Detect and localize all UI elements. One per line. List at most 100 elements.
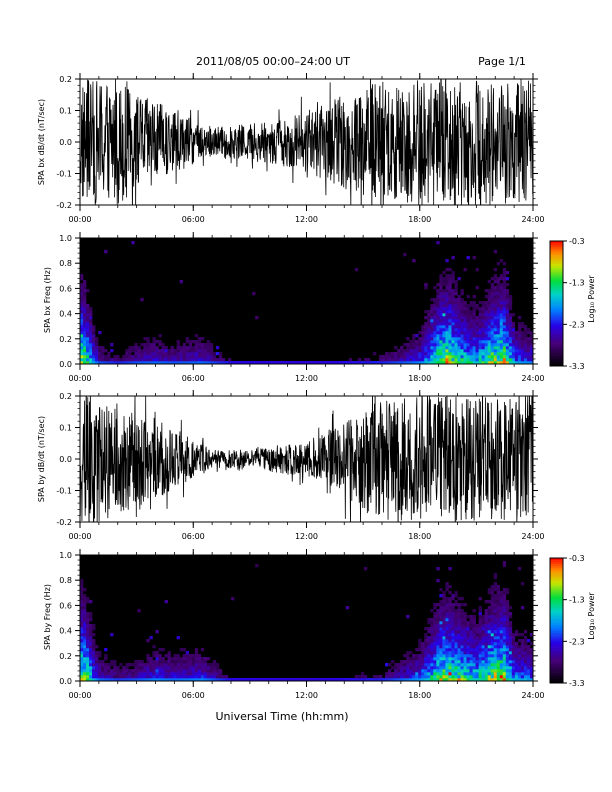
heatmap-cell xyxy=(448,645,452,649)
heatmap-cell xyxy=(517,334,522,338)
heatmap-cell xyxy=(505,277,510,281)
heatmap-cell xyxy=(451,352,455,356)
heatmap-cell xyxy=(288,678,292,681)
heatmap-cell xyxy=(176,361,180,364)
heatmap-cell xyxy=(415,648,419,652)
heatmap-cell xyxy=(128,675,132,679)
heatmap-cell xyxy=(511,645,516,649)
heatmap-cell xyxy=(478,597,482,601)
heatmap-cell xyxy=(427,334,431,338)
heatmap-cell xyxy=(499,289,504,293)
heatmap-cell xyxy=(493,660,498,664)
heatmap-cell xyxy=(487,591,492,595)
heatmap-cell xyxy=(469,313,473,317)
heatmap-cell xyxy=(403,361,407,364)
heatmap-cell xyxy=(119,361,123,364)
heatmap-cell xyxy=(279,678,283,681)
heatmap-cell xyxy=(273,361,277,364)
heatmap-cell xyxy=(83,289,87,293)
heatmap-cell xyxy=(520,651,525,655)
heatmap-cell xyxy=(170,657,174,661)
panel-bx-dbdt: SPA bx dB/dt (nT/sec) 00:00 06:00 12:00 18:… xyxy=(37,73,545,224)
heatmap-cell xyxy=(481,316,485,320)
heatmap-cell xyxy=(161,349,165,353)
heatmap-cell xyxy=(360,675,365,679)
heatmap-cell xyxy=(517,663,522,667)
heatmap-cell xyxy=(490,666,495,670)
heatmap-cell xyxy=(170,678,174,681)
heatmap-cell xyxy=(442,651,446,655)
heatmap-cell xyxy=(472,349,476,353)
heatmap-cell xyxy=(424,286,428,290)
heatmap-cell xyxy=(502,600,507,604)
heatmap-cell xyxy=(409,669,413,673)
heatmap-cell xyxy=(475,630,479,634)
heatmap-cell xyxy=(493,274,498,278)
heatmap-cell xyxy=(80,648,84,652)
heatmap-cell xyxy=(424,645,428,649)
heatmap-cell xyxy=(400,678,404,681)
heatmap-cell xyxy=(460,597,464,601)
heatmap-cell xyxy=(200,657,205,661)
heatmap-cell xyxy=(520,322,525,326)
heatmap-cell xyxy=(481,349,485,353)
heatmap-cell xyxy=(173,663,177,667)
heatmap-cell xyxy=(511,639,516,643)
heatmap-cell xyxy=(134,352,138,356)
heatmap-cell xyxy=(83,349,87,353)
heatmap-cell xyxy=(460,334,464,338)
heatmap-cell xyxy=(457,325,461,329)
heatmap-cell xyxy=(493,669,498,673)
heatmap-cell xyxy=(89,355,93,359)
heatmap-cell xyxy=(113,666,117,670)
heatmap-cell xyxy=(475,343,479,347)
heatmap-cell xyxy=(439,666,443,670)
heatmap-cell xyxy=(523,352,528,356)
heatmap-cell xyxy=(388,663,392,667)
heatmap-cell xyxy=(418,657,422,661)
heatmap-cell xyxy=(484,313,488,317)
heatmap-cell xyxy=(454,642,458,646)
heatmap-cell xyxy=(92,645,96,649)
heatmap-cell xyxy=(427,645,431,649)
heatmap-cell xyxy=(170,346,174,350)
heatmap-cell xyxy=(499,319,504,323)
heatmap-cell xyxy=(424,343,428,347)
y-tick-label: 0.0 xyxy=(59,455,72,464)
heatmap-cell xyxy=(430,627,434,631)
heatmap-cell xyxy=(487,328,492,332)
heatmap-cell xyxy=(80,600,84,604)
heatmap-cell xyxy=(179,672,183,676)
heatmap-cell xyxy=(472,358,476,362)
heatmap-cell xyxy=(466,663,470,667)
heatmap-cell xyxy=(406,654,410,658)
heatmap-cell xyxy=(508,648,513,652)
heatmap-cell xyxy=(448,585,452,589)
heatmap-cell xyxy=(433,322,437,326)
heatmap-cell xyxy=(397,663,401,667)
heatmap-cell xyxy=(427,660,431,664)
heatmap-cell xyxy=(200,346,205,350)
heatmap-cell xyxy=(520,654,525,658)
heatmap-cell xyxy=(460,612,464,616)
heatmap-cell xyxy=(448,660,452,664)
heatmap-cell xyxy=(149,663,153,667)
heatmap-cell xyxy=(523,328,528,332)
heatmap-cell xyxy=(490,313,495,317)
heatmap-cell xyxy=(502,627,507,631)
heatmap-cell xyxy=(170,663,174,667)
heatmap-cell xyxy=(478,307,482,311)
heatmap-cell xyxy=(206,340,211,344)
heatmap-cell xyxy=(86,678,90,681)
heatmap-cell xyxy=(490,672,495,676)
heatmap-cell xyxy=(463,307,467,311)
heatmap-cell xyxy=(86,627,90,631)
heatmap-cell xyxy=(451,603,455,607)
panel-data-layer xyxy=(80,555,533,681)
heatmap-cell xyxy=(185,361,190,364)
heatmap-cell xyxy=(466,642,470,646)
heatmap-cell xyxy=(143,337,147,341)
colorbar-swatch xyxy=(550,612,563,615)
heatmap-cell xyxy=(466,361,470,364)
colorbar-swatch xyxy=(550,363,563,367)
